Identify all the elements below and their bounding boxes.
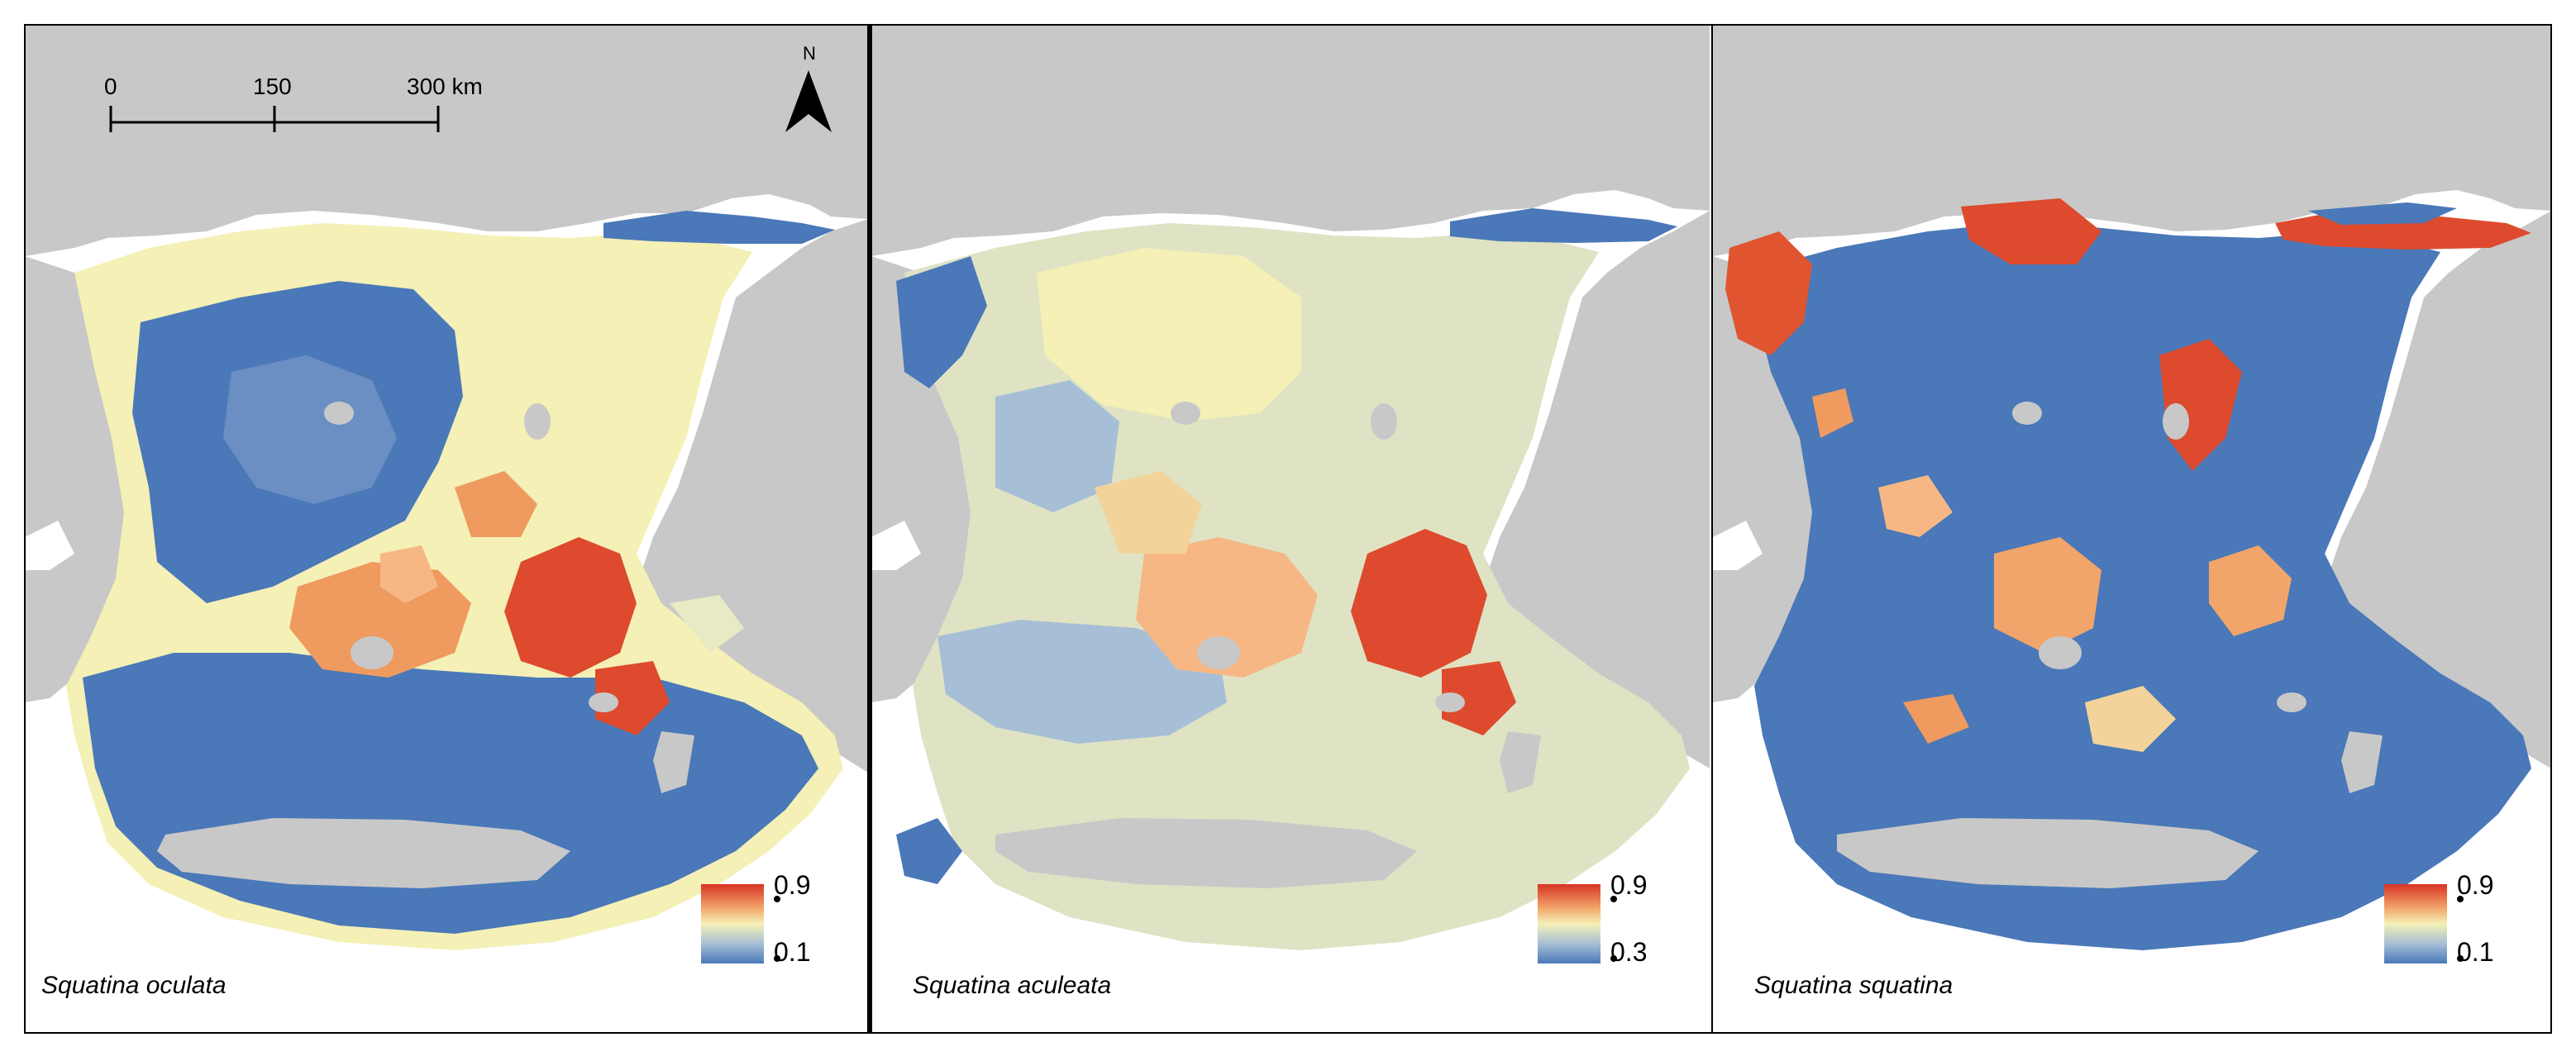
- color-legend: 0.9 0.1: [2384, 870, 2493, 967]
- scale-bar: 0 150 300 km: [104, 74, 483, 132]
- legend-color-ramp: [2384, 884, 2447, 963]
- legend-min-label: 0.1: [774, 937, 810, 967]
- channel-strait: [603, 211, 835, 244]
- islands: [1837, 402, 2383, 888]
- legend-min-label: 0.3: [1610, 937, 1647, 967]
- scale-tick-150: 150: [253, 74, 292, 99]
- scale-tick-300: 300 km: [407, 74, 483, 99]
- legend-max-marker: [2457, 896, 2464, 902]
- legend-color-ramp: [1538, 884, 1600, 963]
- coastal-inlet: [871, 521, 921, 570]
- land-north: [1713, 25, 2551, 256]
- species-label: Squatina squatina: [1754, 972, 1953, 999]
- legend-min-label: 0.1: [2457, 937, 2493, 967]
- north-arrow-label: N: [803, 43, 816, 64]
- legend-min-marker: [2457, 955, 2464, 962]
- color-legend: 0.9 0.1: [701, 870, 810, 967]
- legend-max-label: 0.9: [774, 870, 810, 900]
- panel-frame: [24, 24, 2552, 1034]
- land-west: [871, 256, 979, 702]
- legend-min-marker: [1610, 955, 1617, 962]
- legend-max-label: 0.9: [2457, 870, 2493, 900]
- land-west: [1713, 256, 1820, 702]
- map-panel-squatina-squatina: 0.9 0.1 Squatina squatina: [1713, 25, 2551, 1033]
- map-panel-squatina-aculeata: 0.9 0.3 Squatina aculeata: [871, 25, 1710, 1033]
- legend-max-marker: [774, 896, 780, 902]
- land-west: [25, 256, 132, 702]
- channel-strait: [1450, 208, 1677, 243]
- land-north: [871, 25, 1710, 256]
- coastal-inlet: [1713, 521, 1763, 570]
- habitat-suitability-layer: [896, 223, 1690, 950]
- islands: [157, 402, 694, 888]
- islands: [995, 402, 1541, 888]
- habitat-suitability-layer: [1725, 198, 2531, 950]
- coastal-inlet: [25, 521, 74, 570]
- legend-min-marker: [774, 955, 780, 962]
- legend-max-marker: [1610, 896, 1617, 902]
- north-arrow-icon: N: [785, 43, 832, 132]
- species-label: Squatina oculata: [41, 972, 227, 999]
- land-north: [25, 25, 868, 256]
- species-label: Squatina aculeata: [913, 972, 1111, 999]
- color-legend: 0.9 0.3: [1538, 870, 1647, 967]
- scale-tick-0: 0: [104, 74, 117, 99]
- legend-max-label: 0.9: [1610, 870, 1647, 900]
- map-panel-squatina-oculata: 0.9 0.1 Squatina oculata 0 150 300 km N: [25, 25, 868, 1033]
- legend-color-ramp: [701, 884, 764, 963]
